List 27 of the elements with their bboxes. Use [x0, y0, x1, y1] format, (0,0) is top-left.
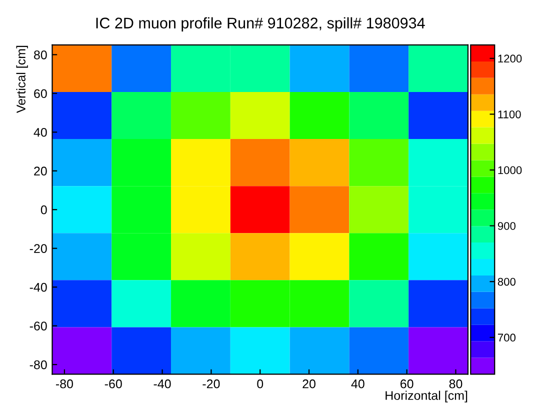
x-tick-label: 0: [257, 379, 264, 388]
x-tick-label: 60: [400, 379, 414, 388]
y-tick-label: -80: [30, 360, 47, 370]
y-tick-label: -40: [30, 282, 47, 292]
x-tick-label: -20: [202, 379, 220, 388]
y-tick-label: -60: [30, 322, 47, 330]
color-bar-label: 900: [498, 222, 516, 230]
y-axis-title: Vertical [cm]: [16, 46, 28, 114]
color-bar-label: 1200: [498, 54, 522, 63]
y-tick-label: 40: [34, 128, 47, 137]
x-tick-label: -40: [154, 379, 171, 388]
y-tick-label: 20: [34, 166, 47, 176]
x-tick-label: 40: [351, 379, 364, 388]
x-tick-label: 80: [449, 379, 462, 388]
color-bar-label: 700: [498, 334, 516, 342]
color-bar-label: 1000: [498, 166, 522, 174]
y-tick-label: -20: [30, 244, 47, 253]
color-bar-label: 1100: [498, 110, 521, 118]
x-tick-label: 20: [302, 379, 316, 388]
color-bar-label: 800: [498, 278, 516, 286]
x-tick-label: -80: [56, 379, 74, 388]
x-axis-title: Horizontal [cm]: [386, 390, 468, 402]
chart-title: IC 2D muon profile Run# 910282, spill# 1980934: [96, 17, 425, 32]
y-tick-label: 60: [34, 89, 47, 98]
y-tick-label: 0: [40, 205, 47, 214]
x-tick-label: -60: [104, 379, 122, 388]
y-tick-label: 80: [34, 50, 47, 60]
